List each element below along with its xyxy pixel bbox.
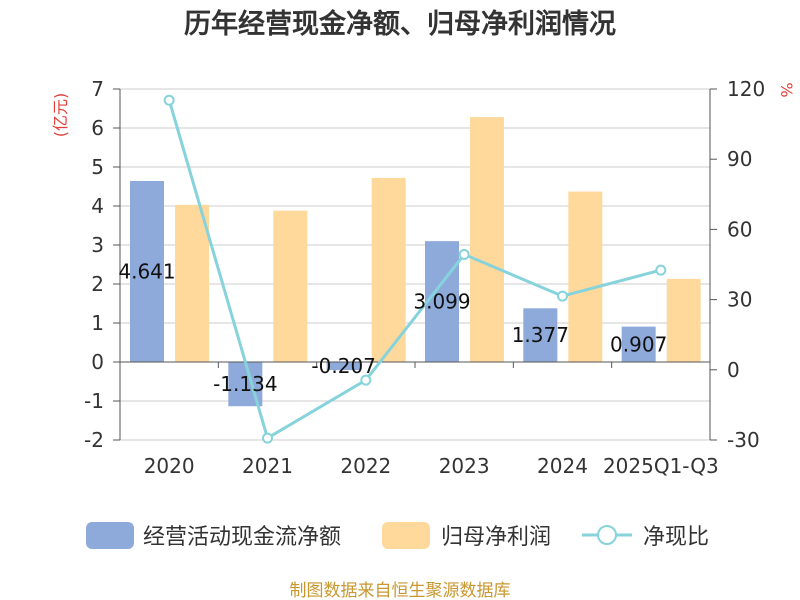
legend-label-net-profit: 归母净利润: [441, 525, 551, 550]
x-category-label: 2024: [537, 454, 588, 478]
ratio-point-2023: [458, 248, 470, 260]
x-category-label: 2025Q1-Q3: [603, 454, 719, 478]
left-tick-label: 7: [91, 77, 104, 101]
ratio-point-2021: [262, 432, 273, 444]
axes: -2 -1 0 1 2 3 4 5 6 7 -30 0 30 60 90 120 2020 2021 2022 202…: [84, 77, 765, 478]
left-axis-title: (亿元): [51, 93, 70, 138]
right-tick-label: 90: [727, 147, 752, 171]
left-tick-label: 3: [91, 233, 104, 257]
data-labels: 4.641 -1.134 -0.207 3.099 1.377 0.907: [118, 260, 667, 397]
legend-label-cashflow: 经营活动现金流净额: [143, 525, 341, 550]
x-category-label: 2022: [340, 454, 391, 478]
left-tick-label: -1: [84, 389, 104, 413]
left-tick-label: 4: [91, 194, 104, 218]
legend-item-cashflow[interactable]: 经营活动现金流净额: [86, 522, 341, 550]
x-category-label: 2020: [144, 454, 195, 478]
ratio-line-series: [163, 94, 667, 444]
right-tick-label: 120: [727, 77, 765, 101]
legend-item-ratio[interactable]: 净现比: [582, 525, 709, 550]
legend-marker-ratio: [597, 525, 617, 545]
right-tick-label: 0: [727, 358, 740, 382]
legend-label-ratio: 净现比: [643, 525, 709, 550]
bar-cashflow-2025Q1-Q3: [621, 326, 656, 362]
bar-net-profit-2022: [371, 177, 406, 362]
data-label-cashflow: 3.099: [413, 290, 470, 314]
legend-swatch-cashflow: [86, 522, 134, 549]
left-tick-label: -2: [84, 428, 104, 452]
data-label-cashflow: 0.907: [610, 332, 667, 356]
bar-series: [130, 117, 701, 407]
right-tick-label: 30: [727, 288, 752, 312]
data-label-cashflow: 4.641: [118, 260, 175, 284]
bar-cashflow-2020: [130, 181, 164, 362]
legend-swatch-net-profit: [382, 522, 430, 549]
x-category-label: 2023: [439, 454, 490, 478]
right-axis-title: %: [777, 82, 796, 97]
left-tick-label: 6: [91, 116, 104, 140]
data-label-cashflow: 1.377: [512, 323, 569, 347]
right-tick-label: -30: [727, 428, 760, 452]
ratio-line: [167, 99, 662, 440]
bar-net-profit-2025Q1-Q3: [666, 278, 701, 362]
right-tick-label: 60: [727, 217, 752, 241]
bar-net-profit-2020: [175, 204, 209, 362]
x-category-label: 2021: [242, 454, 293, 478]
ratio-point-2020: [163, 94, 175, 106]
left-tick-label: 1: [91, 311, 104, 335]
bar-net-profit-2021: [273, 210, 308, 362]
chart-title: 历年经营现金净额、归母净利润情况: [184, 8, 616, 40]
bar-net-profit-2024: [568, 191, 603, 362]
ratio-point-2025Q1-Q3: [655, 264, 667, 276]
legend: 经营活动现金流净额 归母净利润 净现比: [86, 522, 709, 550]
left-tick-label: 0: [91, 350, 104, 374]
data-label-cashflow: -1.134: [213, 372, 277, 396]
data-label-cashflow: -0.207: [311, 354, 375, 378]
ratio-point-2024: [557, 290, 568, 302]
bar-cashflow-2023: [425, 241, 459, 362]
legend-item-net-profit[interactable]: 归母净利润: [382, 522, 551, 550]
source-note: 制图数据来自恒生聚源数据库: [290, 581, 511, 600]
left-tick-label: 2: [91, 272, 104, 296]
left-tick-label: 5: [91, 155, 104, 179]
bar-cashflow-2024: [523, 308, 558, 362]
bar-net-profit-2023: [470, 117, 504, 362]
ratio-point-2022: [360, 374, 372, 386]
bar-cashflow-2022: [326, 362, 361, 371]
